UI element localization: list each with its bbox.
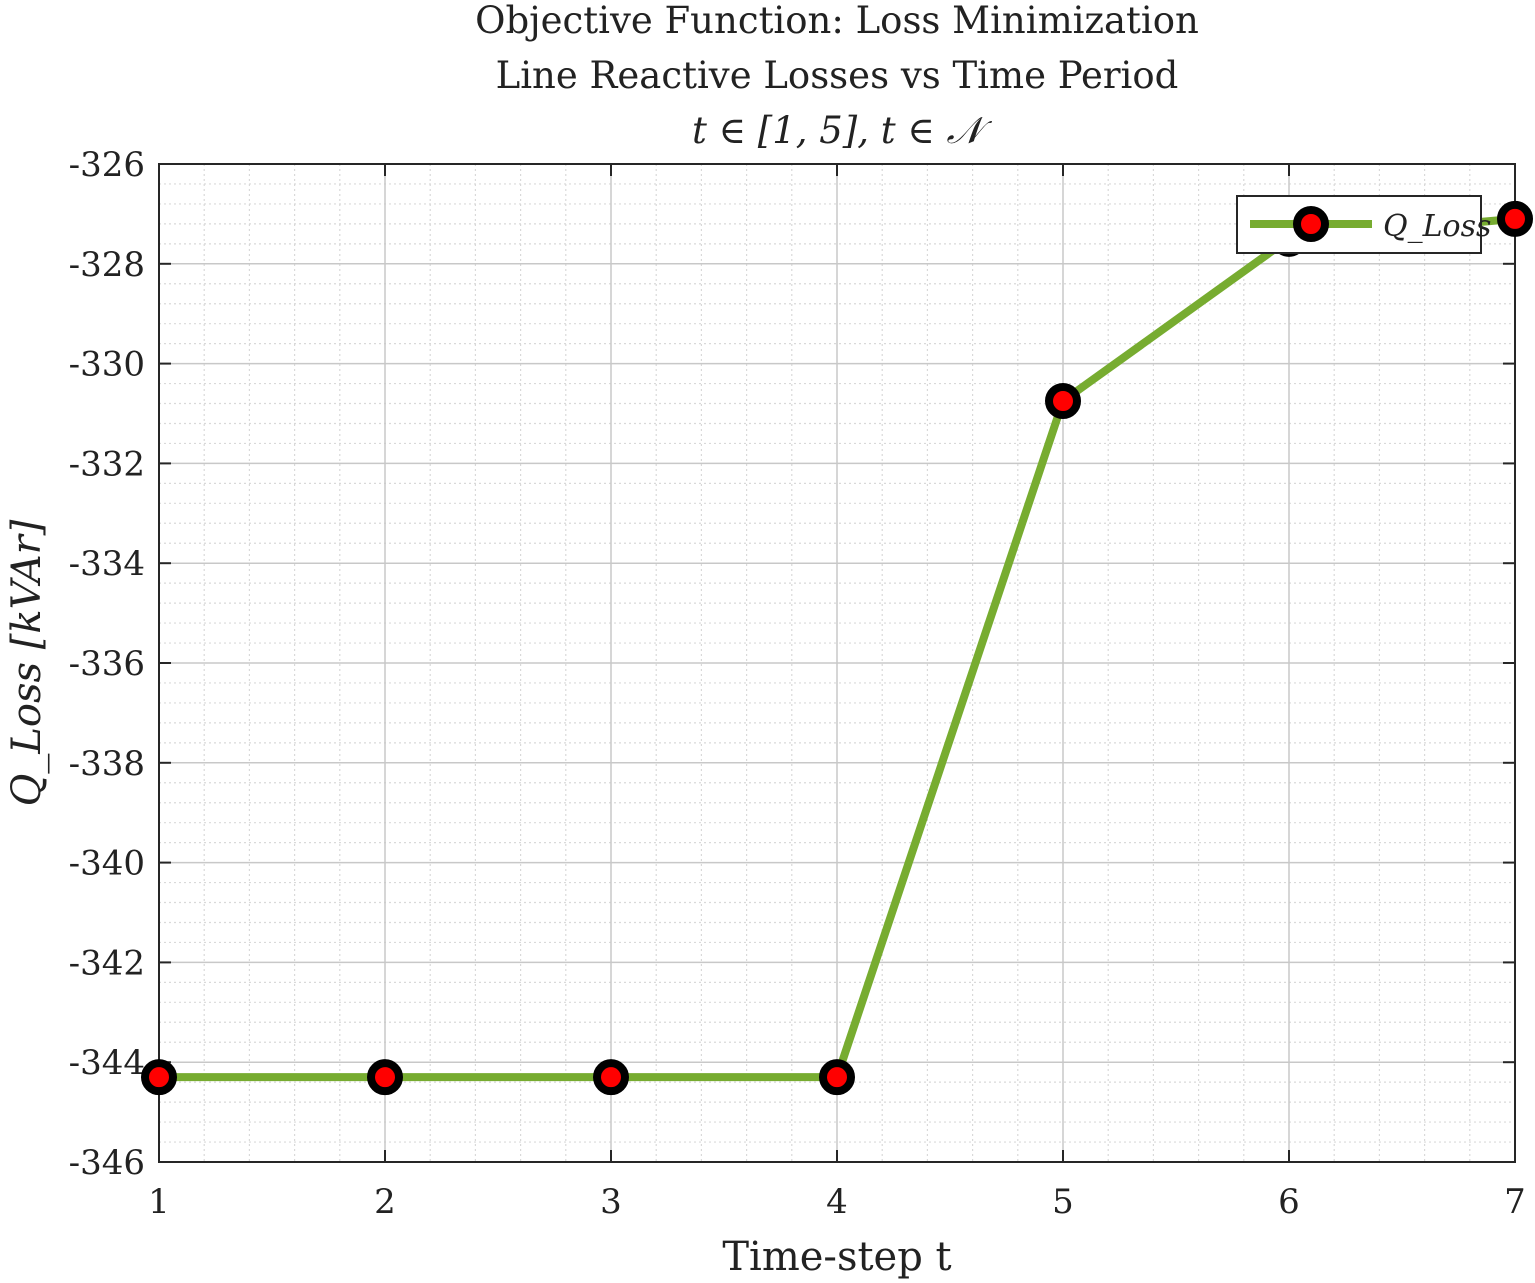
- y-tick-label: -340: [69, 844, 145, 884]
- x-tick-label: 5: [1052, 1182, 1074, 1222]
- legend: Q_Loss: [1236, 195, 1491, 254]
- x-axis-label: Time-step t: [722, 1234, 951, 1280]
- y-tick-label: -334: [69, 544, 145, 584]
- chart-title-line-1: Objective Function: Loss Minimization: [475, 0, 1199, 42]
- data-point: [141, 1059, 177, 1096]
- y-tick-label: -328: [69, 245, 145, 285]
- y-axis-label: Q_Loss [kVAr]: [4, 519, 50, 806]
- axes-box: [158, 163, 1516, 1163]
- data-point: [1045, 383, 1081, 420]
- y-tick-label: -344: [69, 1043, 145, 1083]
- y-tick-label: -342: [69, 943, 145, 983]
- data-point: [1497, 200, 1533, 237]
- x-tick-label: 4: [826, 1182, 848, 1222]
- y-tick-labels: -346 -344 -342 -340 -338 -336 -334 -332 -330 -328…: [69, 145, 145, 1183]
- legend-entry-label: Q_Loss: [1383, 209, 1491, 244]
- x-tick-label: 2: [374, 1182, 396, 1222]
- legend-marker: [1293, 206, 1329, 242]
- data-point: [367, 1059, 403, 1096]
- chart-title-line-2: Line Reactive Losses vs Time Period: [496, 54, 1179, 97]
- x-tick-labels: 1 2 3 4 5 6 7: [148, 1182, 1526, 1222]
- major-grid: [158, 163, 1516, 1163]
- x-tick-label: 6: [1278, 1182, 1300, 1222]
- data-point: [593, 1059, 629, 1096]
- y-tick-label: -332: [69, 444, 145, 484]
- data-point: [819, 1059, 855, 1096]
- y-tick-label: -326: [69, 145, 145, 185]
- x-tick-label: 1: [148, 1182, 170, 1222]
- y-tick-label: -336: [69, 644, 145, 684]
- x-tick-label: 7: [1504, 1182, 1526, 1222]
- x-tick-label: 3: [600, 1182, 622, 1222]
- y-tick-label: -338: [69, 744, 145, 784]
- y-tick-label: -346: [69, 1143, 145, 1183]
- y-tick-label: -330: [69, 345, 145, 385]
- chart-title-line-3: t ∈ [1, 5], t ∈ 𝒩: [692, 109, 993, 152]
